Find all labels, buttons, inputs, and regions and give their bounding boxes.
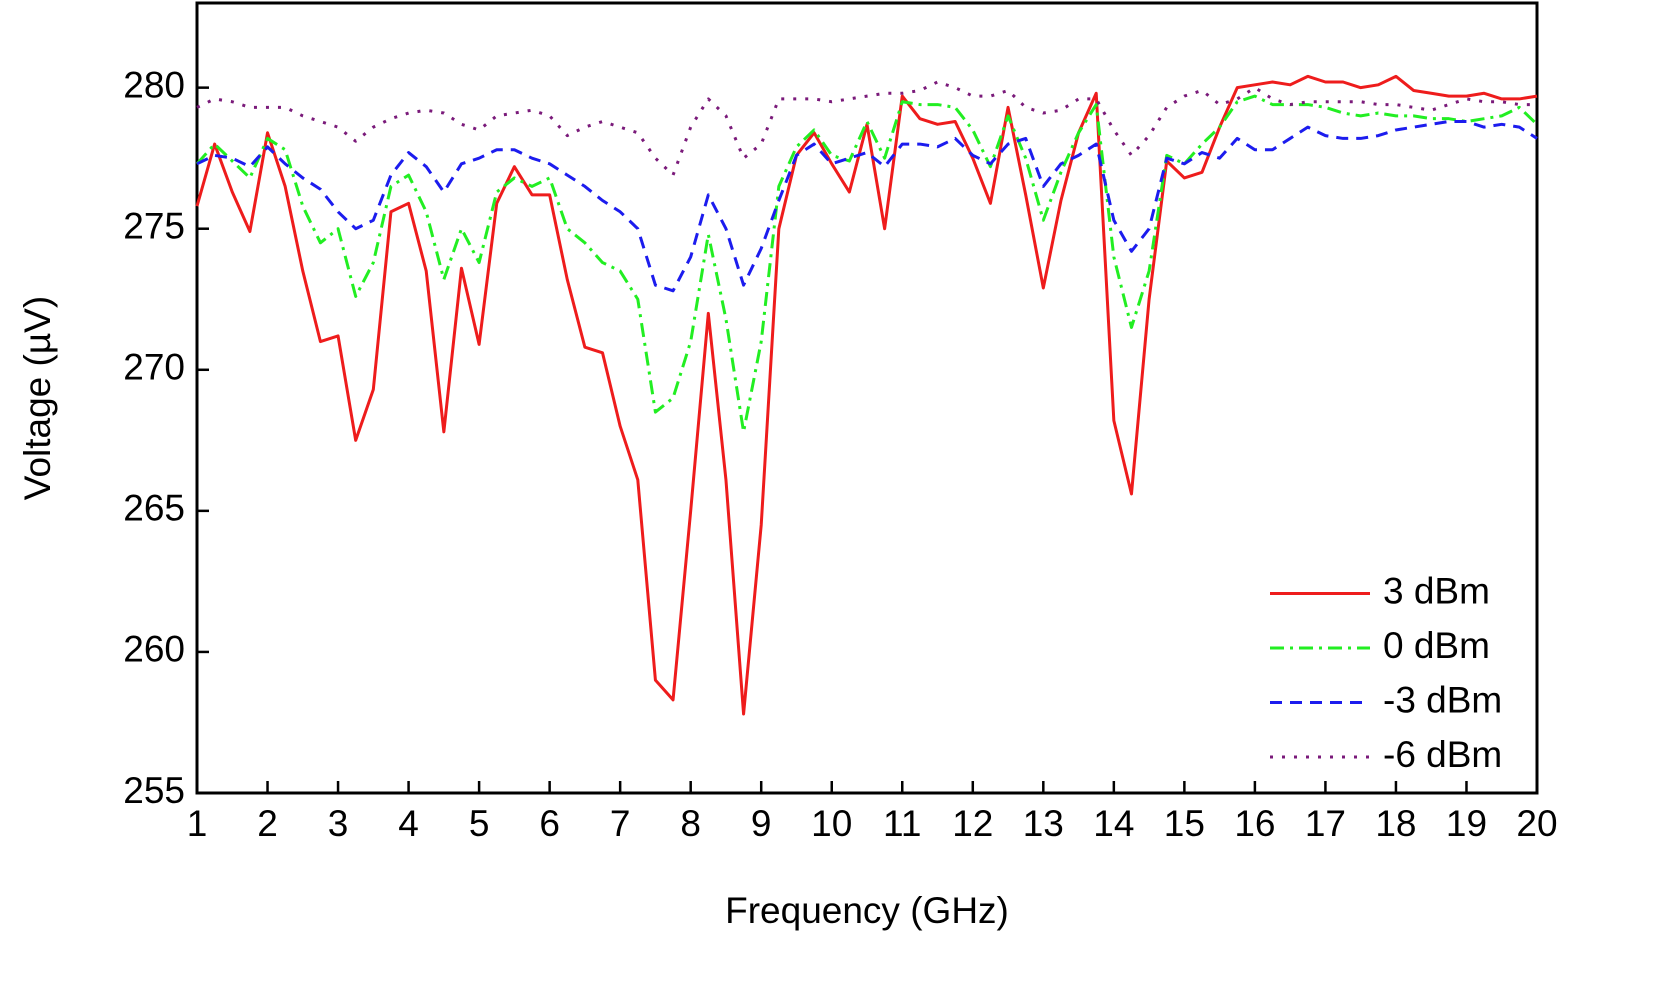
x-tick-label: 17 [1305,803,1346,844]
legend-label: 0 dBm [1383,625,1490,666]
y-axis-label: Voltage (µV) [17,296,58,500]
series-line [196,120,1538,293]
legend-label: -6 dBm [1383,734,1502,775]
x-tick-label: 3 [328,803,349,844]
x-tick-label: 13 [1023,803,1064,844]
x-tick-label: 11 [883,803,921,844]
series-line [195,94,1539,434]
x-tick-label: 16 [1234,803,1275,844]
x-tick-label: 15 [1164,803,1205,844]
x-tick-label: 1 [187,803,208,844]
legend-label: 3 dBm [1383,570,1490,611]
series-line [195,74,1538,716]
x-tick-label: 20 [1516,803,1557,844]
x-tick-label: 7 [610,803,631,844]
x-tick-label: 19 [1446,803,1487,844]
series-line [196,80,1537,177]
x-tick-label: 18 [1375,803,1416,844]
legend-label: -3 dBm [1383,679,1502,720]
y-tick-label: 275 [123,205,185,246]
x-tick-label: 14 [1093,803,1134,844]
y-tick-label: 265 [123,488,185,529]
x-tick-label: 12 [952,803,993,844]
x-tick-label: 4 [398,803,419,844]
y-tick-label: 255 [123,770,185,811]
x-tick-label: 6 [539,803,560,844]
y-tick-label: 270 [123,347,185,388]
plot-frame [195,1,1539,795]
x-tick-label: 10 [811,803,852,844]
x-tick-label: 2 [257,803,278,844]
y-tick-label: 260 [123,629,185,670]
x-tick-label: 9 [751,803,772,844]
x-tick-label: 5 [469,803,490,844]
y-tick-label: 280 [123,64,185,105]
x-axis-label: Frequency (GHz) [725,890,1009,931]
x-tick-label: 8 [680,803,701,844]
